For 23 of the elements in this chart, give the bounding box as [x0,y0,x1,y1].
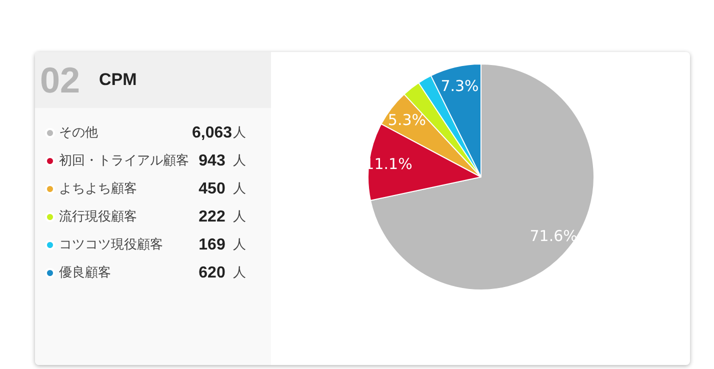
chart-title: CPM [99,70,137,89]
text: 6,063 [192,124,232,142]
legend-label: コツコツ現役顧客 [59,236,163,252]
text: 450 [198,180,226,198]
text: 222 [198,208,226,226]
legend-label: 初回・トライアル顧客 [59,152,189,168]
legend-label: よちよち顧客 [59,180,137,196]
data-label: 7.3% [440,77,479,96]
text: 人 [233,210,246,224]
data-label: 5.3% [388,111,426,130]
text: 169 [198,236,226,254]
text: 人 [233,182,246,196]
text: 人 [233,238,246,252]
text: 620 [198,264,226,282]
text: 02 [40,60,80,100]
text: 人 [233,266,246,280]
legend-label: 流行現役顧客 [59,208,137,224]
data-label: 71.6% [530,226,578,245]
text: 人 [233,154,246,168]
legend-label: 優良顧客 [59,264,111,280]
text: 人 [233,126,246,140]
legend-label: その他 [59,126,98,140]
text: 943 [198,152,226,170]
